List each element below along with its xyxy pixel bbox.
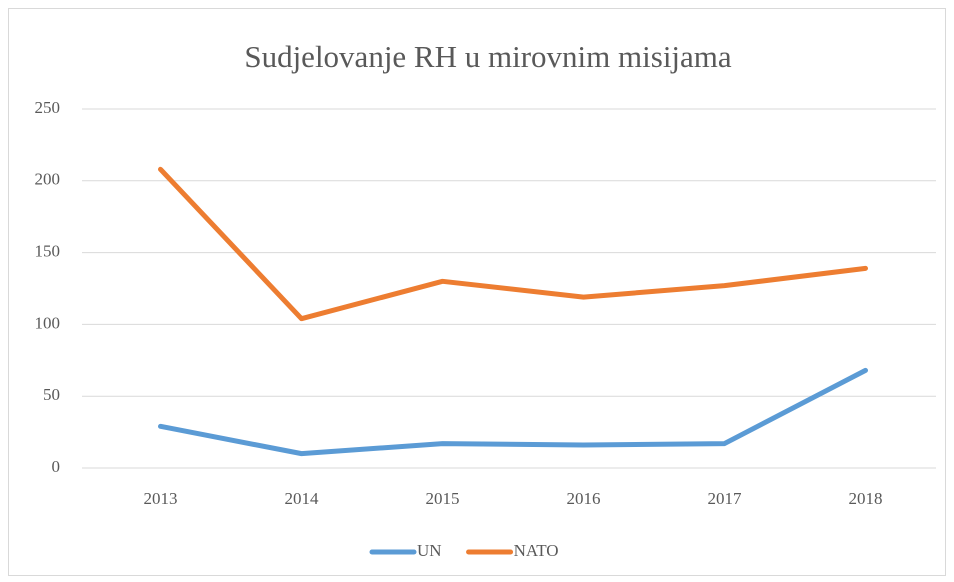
y-tick-label: 50 — [43, 385, 60, 404]
y-tick-label: 200 — [35, 170, 61, 189]
x-tick-label: 2014 — [285, 489, 320, 508]
legend-label: UN — [417, 541, 442, 560]
x-tick-label: 2017 — [708, 489, 743, 508]
x-tick-label: 2013 — [144, 489, 178, 508]
series-line — [158, 166, 868, 322]
chart-title: Sudjelovanje RH u mirovnim misijama — [244, 39, 732, 74]
series-line — [158, 367, 868, 457]
y-tick-label: 150 — [35, 242, 61, 261]
x-tick-label: 2018 — [849, 489, 883, 508]
y-tick-label: 0 — [52, 457, 61, 476]
x-tick-label: 2015 — [426, 489, 460, 508]
x-tick-label: 2016 — [567, 489, 601, 508]
legend-label: NATO — [514, 541, 559, 560]
y-tick-label: 250 — [35, 98, 61, 117]
chart-border — [8, 8, 946, 576]
y-tick-label: 100 — [35, 313, 61, 332]
